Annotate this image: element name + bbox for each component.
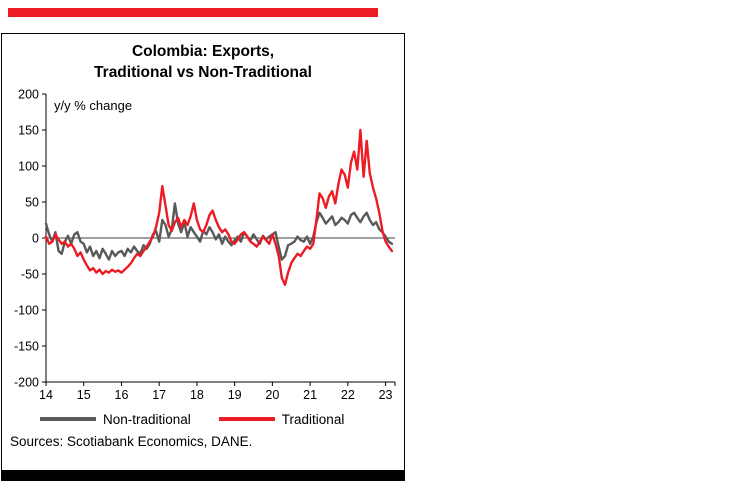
svg-text:15: 15 <box>77 388 91 402</box>
accent-bar <box>8 8 378 17</box>
legend-swatch-traditional <box>218 417 275 422</box>
svg-text:-150: -150 <box>14 339 39 353</box>
axis-unit-label: y/y % change <box>54 97 133 113</box>
svg-text:150: 150 <box>18 123 39 137</box>
svg-text:16: 16 <box>115 388 129 402</box>
svg-text:18: 18 <box>190 388 204 402</box>
svg-text:22: 22 <box>341 388 355 402</box>
svg-text:20: 20 <box>265 388 279 402</box>
svg-text:-200: -200 <box>14 375 39 389</box>
svg-text:-100: -100 <box>14 303 39 317</box>
svg-text:19: 19 <box>228 388 242 402</box>
plot-area: 200 150 100 50 0 -50 -100 -150 -200 14 15 16 17 18 19 2… <box>2 86 402 408</box>
sources-text: Sources: Scotiabank Economics, DANE. <box>10 433 253 449</box>
svg-text:-50: -50 <box>21 267 39 281</box>
legend-label-traditional: Traditional <box>281 411 345 427</box>
bottom-bar <box>2 470 404 480</box>
svg-text:200: 200 <box>18 87 39 101</box>
svg-text:23: 23 <box>379 388 393 402</box>
chart-title-line1: Colombia: Exports, <box>131 43 275 60</box>
svg-text:14: 14 <box>39 388 53 402</box>
svg-text:50: 50 <box>25 195 39 209</box>
svg-text:0: 0 <box>32 231 39 245</box>
legend-swatch-nontraditional <box>40 417 96 422</box>
svg-text:21: 21 <box>303 388 317 402</box>
chart-panel: Colombia: Exports, Traditional vs Non-Tr… <box>1 33 405 481</box>
svg-text:100: 100 <box>18 159 39 173</box>
chart-title: Colombia: Exports, Traditional vs Non-Tr… <box>2 42 404 84</box>
svg-text:17: 17 <box>152 388 166 402</box>
legend: Non-traditional Traditional <box>40 412 404 427</box>
chart-title-line2: Traditional vs Non-Traditional <box>94 63 312 81</box>
legend-label-nontraditional: Non-traditional <box>103 411 191 427</box>
